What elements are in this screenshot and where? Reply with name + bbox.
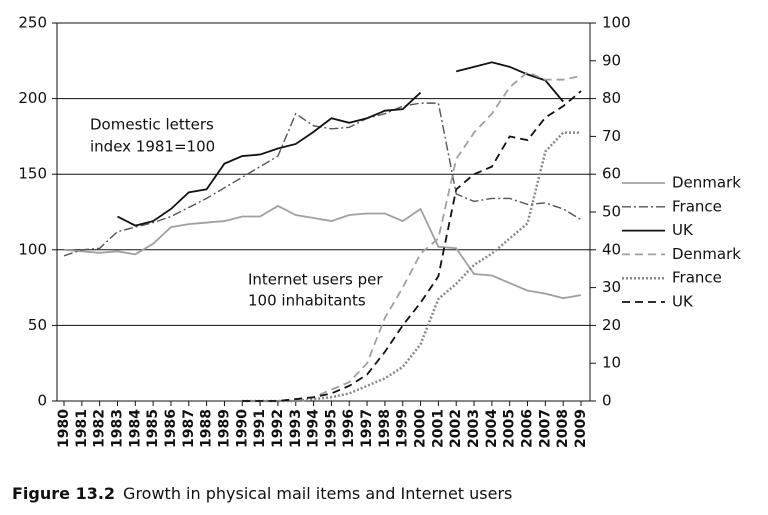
annotation: Internet users per <box>248 271 383 289</box>
y-tick-label: 0 <box>37 392 47 410</box>
x-tick-label: 1988 <box>199 409 215 448</box>
y2-tick-label: 0 <box>602 392 612 410</box>
x-tick-label: 2008 <box>555 409 571 448</box>
x-tick-label: 1983 <box>109 409 125 448</box>
x-tick-label: 1985 <box>145 409 161 448</box>
y-tick-label: 50 <box>28 316 47 334</box>
x-tick-label: 1997 <box>359 409 375 448</box>
series-line <box>455 61 564 103</box>
legend-label: France <box>672 197 722 215</box>
y-tick-label: 150 <box>18 165 47 183</box>
x-tick-label: 1980 <box>56 409 72 448</box>
x-tick-label: 2002 <box>448 409 464 448</box>
x-tick-label: 1998 <box>377 409 393 448</box>
x-tick-label: 1994 <box>306 409 322 448</box>
y-tick-label: 250 <box>18 14 47 32</box>
legend-label: France <box>672 269 722 287</box>
annotation: 100 inhabitants <box>248 292 366 310</box>
series-line <box>117 91 422 227</box>
x-tick-label: 1990 <box>234 409 250 448</box>
x-tick-label: 1991 <box>252 409 268 448</box>
y2-tick-label: 50 <box>602 203 621 221</box>
y2-tick-label: 80 <box>602 89 621 107</box>
x-tick-label: 1987 <box>181 409 197 448</box>
x-tick-label: 1989 <box>216 409 232 448</box>
caption-label: Figure 13.2 <box>12 484 115 503</box>
x-tick-label: 2009 <box>573 409 589 448</box>
x-tick-label: 1986 <box>163 409 179 448</box>
y2-tick-label: 40 <box>602 240 621 258</box>
x-tick-label: 2005 <box>502 409 518 448</box>
y2-tick-label: 90 <box>602 51 621 69</box>
series-line <box>63 102 582 257</box>
series-line <box>242 90 582 402</box>
legend-label: UK <box>672 293 694 311</box>
x-tick-label: 1984 <box>127 409 143 448</box>
x-tick-label: 1995 <box>323 409 339 448</box>
y2-tick-label: 70 <box>602 127 621 145</box>
y2-tick-label: 100 <box>602 14 631 32</box>
caption-text: Growth in physical mail items and Intern… <box>123 484 512 503</box>
x-tick-label: 1981 <box>74 409 90 448</box>
x-tick-label: 2007 <box>537 409 553 448</box>
series-line <box>63 204 582 300</box>
x-tick-label: 2004 <box>484 409 500 448</box>
y2-tick-label: 60 <box>602 165 621 183</box>
series-line <box>242 131 581 403</box>
x-tick-label: 1993 <box>288 409 304 448</box>
y2-tick-label: 30 <box>602 278 621 296</box>
x-tick-label: 1992 <box>270 409 286 448</box>
x-tick-label: 2003 <box>466 409 482 448</box>
annotation: index 1981=100 <box>90 138 215 156</box>
caption: Figure 13.2 Growth in physical mail items… <box>12 484 512 503</box>
x-tick-label: 1982 <box>92 409 108 448</box>
annotation: Domestic letters <box>90 116 214 134</box>
y-tick-label: 100 <box>18 240 47 258</box>
x-tick-label: 2006 <box>520 409 536 448</box>
x-tick-label: 2001 <box>430 409 446 448</box>
y-tick-label: 200 <box>18 89 47 107</box>
y2-tick-label: 20 <box>602 316 621 334</box>
x-tick-label: 1996 <box>341 409 357 448</box>
x-tick-label: 2000 <box>413 409 429 448</box>
legend-label: UK <box>672 221 694 239</box>
legend-label: Denmark <box>672 174 741 192</box>
x-tick-label: 1999 <box>395 409 411 448</box>
y2-tick-label: 10 <box>602 354 621 372</box>
legend-label: Denmark <box>672 245 741 263</box>
